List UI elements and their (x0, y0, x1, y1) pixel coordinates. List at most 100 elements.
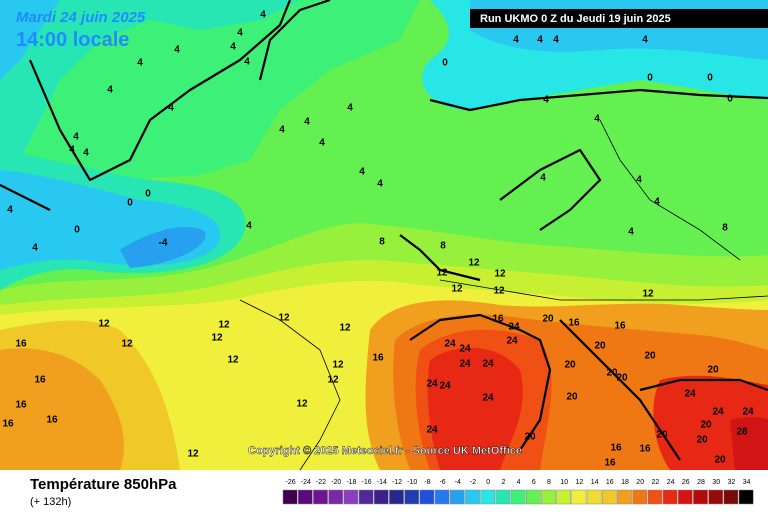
colorbar-swatch (358, 489, 374, 505)
colorbar-label: -12 (392, 479, 402, 486)
contour-label: 4 (347, 103, 353, 114)
colorbar-swatch (571, 489, 587, 505)
contour-label: 12 (227, 355, 239, 366)
contour-label: 0 (442, 58, 448, 69)
field-m4 (120, 226, 206, 268)
colorbar-swatch (677, 489, 693, 505)
contour-label: 4 (230, 42, 236, 53)
contour-label: 24 (684, 389, 696, 400)
contour-label: 24 (482, 393, 494, 404)
contour-label: 16 (604, 458, 616, 469)
colorbar-swatch (449, 489, 465, 505)
contour-label: 4 (537, 35, 543, 46)
coastline (28, 0, 292, 182)
contour-label: 12 (468, 258, 480, 269)
contour-label: 20 (616, 373, 628, 384)
contour-label: 4 (137, 58, 143, 69)
colorbar-label: -6 (439, 479, 445, 486)
colorbar-label: 0 (486, 479, 490, 486)
colorbar-swatch (465, 489, 480, 505)
colorbar-swatch (738, 489, 754, 505)
colorbar-swatch (723, 489, 739, 505)
colorbar-swatch (708, 489, 724, 505)
colorbar-swatch (525, 489, 541, 505)
colorbar-swatch (313, 489, 328, 505)
colorbar-label: -26 (286, 479, 296, 486)
contour-label: 0 (127, 198, 133, 209)
colorbar-label: 28 (697, 479, 705, 486)
colorbar-label: -2 (470, 479, 476, 486)
contour-label: 24 (444, 339, 456, 350)
border (599, 119, 741, 261)
colorbar-label: -14 (377, 479, 387, 486)
colorbar-swatch (373, 489, 389, 505)
contour-label: 4 (304, 117, 310, 128)
contour-label: 8 (379, 237, 385, 248)
colorbar: -26 -24 -22 -20 -18 -16 -14 -12 -10 -8 -6 -4 -2 0 2 4 6 8… (282, 479, 754, 505)
contour-label: 4 (553, 35, 559, 46)
contour-label: 4 (69, 145, 75, 156)
contour-label: 0 (707, 73, 713, 84)
colorbar-swatch (693, 489, 708, 505)
contour-label: 16 (46, 415, 58, 426)
contour-label: 24 (742, 407, 754, 418)
contour-label: 20 (564, 360, 576, 371)
colorbar-label: 12 (576, 479, 584, 486)
contour-label: 24 (426, 379, 438, 390)
contour-label: 0 (727, 94, 733, 105)
colorbar-swatch (662, 489, 678, 505)
colorbar-swatch (343, 489, 359, 505)
contour-label: 12 (98, 319, 110, 330)
coastline (559, 319, 681, 461)
run: Run UKMO 0 Z du Jeudi 19 juin 2025 (480, 13, 671, 25)
contour-label: 4 (279, 125, 285, 136)
contour-label: 20 (606, 368, 618, 379)
colorbar-swatch (282, 489, 298, 505)
colorbar-swatch (389, 489, 404, 505)
field-26e (730, 417, 768, 470)
contour-label: 20 (566, 392, 578, 403)
contour-label: 12 (218, 320, 230, 331)
colorbar-label: -24 (301, 479, 311, 486)
run-box (470, 9, 768, 28)
contour-label: 4 (319, 138, 325, 149)
contour-label: 12 (211, 333, 223, 344)
contour-label: 4 (168, 103, 174, 114)
coastline (399, 234, 481, 282)
colorbar-swatch (297, 489, 313, 505)
colorbar-swatch (647, 489, 663, 505)
colorbar-swatch (434, 489, 450, 505)
contour-label: 24 (459, 344, 471, 355)
contour-label: 12 (296, 399, 308, 410)
colorbar-label: 6 (532, 479, 536, 486)
colorbar-label: -16 (362, 479, 372, 486)
contour-label: 4 (594, 114, 600, 125)
coastline (0, 184, 51, 211)
colorbar-swatch (632, 489, 648, 505)
contour-label: 12 (494, 269, 506, 280)
contour-label: 4 (654, 197, 660, 208)
contour-label: 4 (377, 179, 383, 190)
contour-label: 4 (174, 45, 180, 56)
border (239, 299, 341, 471)
colorbar-label: 8 (547, 479, 551, 486)
colorbar-swatch (328, 489, 344, 505)
contour-label: 8 (440, 241, 446, 252)
colorbar-label: -20 (331, 479, 341, 486)
colorbar-label: -22 (316, 479, 326, 486)
contour-label: 24 (712, 407, 724, 418)
date: Mardi 24 juin 2025 (16, 9, 146, 26)
field-2 (0, 0, 300, 170)
colorbar-label: 18 (621, 479, 629, 486)
contour-label: 4 (642, 35, 648, 46)
contour-label: 16 (568, 318, 580, 329)
contour-label: 4 (73, 132, 79, 143)
contour-label: 4 (628, 227, 634, 238)
contour-label: 12 (332, 360, 344, 371)
colorbar-label: -10 (407, 479, 417, 486)
colorbar-label: 32 (728, 479, 736, 486)
contour-label: 12 (121, 339, 133, 350)
